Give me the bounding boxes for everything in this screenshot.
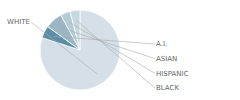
- leader-line: [60, 27, 155, 58]
- slice-label: HISPANIC: [156, 70, 189, 78]
- labels: WHITE A.I. ASIAN HISPANIC BLACK: [7, 18, 189, 92]
- slice: [70, 10, 80, 50]
- leader-line: [76, 20, 155, 88]
- slice-label: BLACK: [156, 84, 179, 92]
- slice-label: A.I.: [156, 40, 167, 48]
- slice: [40, 10, 120, 90]
- slice-label: ASIAN: [156, 55, 177, 63]
- slice-label: WHITE: [7, 18, 30, 26]
- chart: WHITE A.I. ASIAN HISPANIC BLACK: [0, 0, 240, 100]
- leader-line: [69, 22, 155, 73]
- pie: [40, 10, 120, 90]
